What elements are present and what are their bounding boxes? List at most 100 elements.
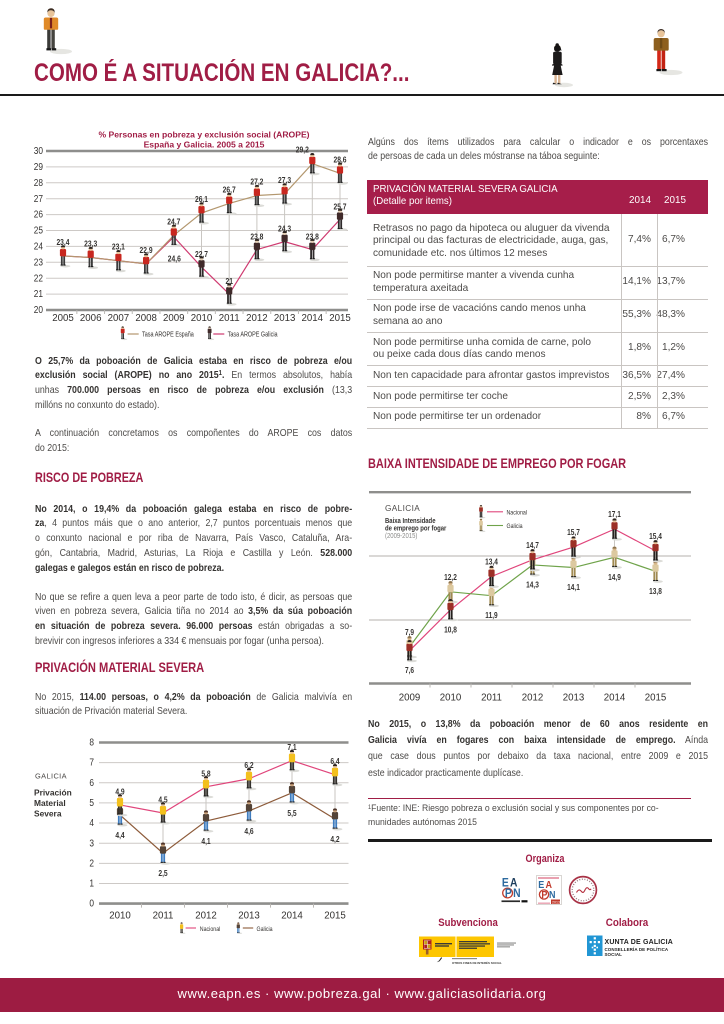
svg-text:Nacional: Nacional — [200, 926, 221, 933]
svg-text:2014: 2014 — [281, 911, 303, 922]
svg-text:29,2: 29,2 — [296, 145, 309, 155]
svg-text:GALICIA: GALICIA — [35, 771, 67, 780]
svg-text:12,2: 12,2 — [444, 572, 457, 582]
svg-text:5,5: 5,5 — [287, 808, 296, 818]
svg-text:OTROS FINES DE INTERÉS SOCIAL: OTROS FINES DE INTERÉS SOCIAL — [452, 960, 502, 965]
svg-text:4,2: 4,2 — [330, 834, 339, 844]
svg-text:3: 3 — [89, 838, 94, 849]
svg-text:GALICIA: GALICIA — [385, 504, 420, 513]
svg-text:2007: 2007 — [108, 313, 130, 324]
svg-text:Material: Material — [34, 798, 66, 808]
svg-text:24,6: 24,6 — [168, 254, 181, 264]
svg-text:27: 27 — [34, 193, 43, 204]
svg-text:2010: 2010 — [440, 693, 462, 704]
svg-text:P: P — [541, 890, 548, 902]
svg-text:6,4: 6,4 — [330, 757, 340, 767]
svg-text:Tasa AROPE Galicia: Tasa AROPE Galicia — [228, 331, 278, 339]
svg-text:20: 20 — [34, 304, 43, 315]
svg-text:6: 6 — [89, 777, 94, 788]
svg-text:13,8: 13,8 — [649, 586, 662, 596]
svg-text:N: N — [549, 890, 556, 902]
svg-text:2010: 2010 — [191, 313, 213, 324]
svg-text:Tasa AROPE España: Tasa AROPE España — [142, 331, 194, 339]
svg-text:2015: 2015 — [329, 313, 351, 324]
svg-text:4,5: 4,5 — [158, 795, 167, 805]
svg-text:2008: 2008 — [135, 313, 157, 324]
svg-text:26: 26 — [34, 209, 43, 220]
svg-text:23,1: 23,1 — [112, 242, 125, 252]
svg-text:2009: 2009 — [399, 693, 421, 704]
svg-text:21: 21 — [225, 276, 232, 286]
svg-text:2013: 2013 — [563, 693, 585, 704]
svg-text:23: 23 — [34, 257, 43, 268]
svg-text:5: 5 — [89, 797, 94, 808]
svg-text:SOCIAL: SOCIAL — [604, 952, 622, 957]
svg-text:25: 25 — [34, 225, 43, 236]
svg-text:22,9: 22,9 — [140, 245, 153, 255]
svg-text:27,3: 27,3 — [278, 175, 291, 185]
svg-text:Severa: Severa — [34, 808, 62, 818]
svg-text:2006: 2006 — [80, 313, 102, 324]
svg-text:29: 29 — [34, 161, 43, 172]
svg-text:2,5: 2,5 — [158, 869, 167, 879]
svg-text:23,8: 23,8 — [250, 232, 263, 242]
svg-text:14,1: 14,1 — [567, 582, 580, 592]
svg-text:21: 21 — [34, 289, 43, 300]
svg-text:(2009-2015): (2009-2015) — [385, 533, 417, 541]
svg-text:N: N — [513, 888, 521, 901]
svg-text:2010: 2010 — [109, 911, 131, 922]
svg-text:2013: 2013 — [238, 911, 260, 922]
svg-text:Galicia: Galicia — [507, 524, 524, 531]
svg-text:23,8: 23,8 — [306, 232, 319, 242]
svg-text:2015: 2015 — [645, 693, 667, 704]
svg-text:4: 4 — [89, 818, 94, 829]
svg-text:4,1: 4,1 — [201, 836, 210, 846]
svg-text:2011: 2011 — [481, 693, 502, 704]
svg-text:4,4: 4,4 — [115, 830, 125, 840]
svg-text:4,9: 4,9 — [115, 787, 124, 797]
svg-text:17,1: 17,1 — [608, 509, 621, 519]
svg-text:1: 1 — [89, 878, 94, 889]
svg-text:Nacional: Nacional — [507, 510, 528, 517]
svg-text:24,3: 24,3 — [278, 224, 291, 234]
svg-text:2009: 2009 — [163, 313, 185, 324]
svg-text:8: 8 — [89, 737, 94, 748]
svg-text:A: A — [545, 880, 552, 892]
svg-text:23,3: 23,3 — [84, 239, 97, 249]
svg-text:25,7: 25,7 — [333, 202, 346, 212]
svg-text:2012: 2012 — [195, 911, 217, 922]
svg-text:13,4: 13,4 — [485, 557, 499, 567]
svg-text:CONSELLERÍA DE POLÍTICA: CONSELLERÍA DE POLÍTICA — [604, 945, 668, 952]
svg-text:7: 7 — [89, 757, 94, 768]
svg-text:E: E — [502, 877, 509, 890]
svg-text:23,4: 23,4 — [56, 237, 70, 247]
svg-text:2011: 2011 — [219, 313, 240, 324]
svg-text:2014: 2014 — [604, 693, 626, 704]
svg-text:7,6: 7,6 — [405, 666, 414, 676]
svg-text:15,7: 15,7 — [567, 527, 580, 537]
svg-text:22: 22 — [34, 273, 43, 284]
svg-text:28,6: 28,6 — [333, 155, 346, 165]
svg-text:26,7: 26,7 — [223, 185, 236, 195]
svg-text:XUNTA DE GALICIA: XUNTA DE GALICIA — [604, 937, 673, 946]
svg-text:28: 28 — [34, 177, 43, 188]
svg-text:2012: 2012 — [246, 313, 268, 324]
svg-text:7,1: 7,1 — [287, 742, 296, 752]
svg-text:4,6: 4,6 — [244, 826, 253, 836]
svg-text:6,2: 6,2 — [244, 761, 253, 771]
svg-text:2013: 2013 — [274, 313, 296, 324]
svg-text:30: 30 — [34, 145, 43, 156]
svg-text:Baixa Intensidade: Baixa Intensidade — [385, 518, 436, 526]
svg-text:14,7: 14,7 — [526, 540, 539, 550]
svg-text:E: E — [538, 880, 544, 892]
svg-text:% Personas en pobreza y exclus: % Personas en pobreza y exclusión social… — [98, 130, 309, 140]
svg-text:7,9: 7,9 — [405, 627, 414, 637]
svg-text:2: 2 — [89, 858, 94, 869]
svg-text:2013: 2013 — [552, 900, 560, 904]
svg-text:2005: 2005 — [52, 313, 74, 324]
svg-text:26,1: 26,1 — [195, 194, 208, 204]
svg-text:14,9: 14,9 — [608, 572, 621, 582]
svg-text:A: A — [510, 877, 518, 890]
svg-text:2011: 2011 — [153, 911, 174, 922]
svg-text:15,4: 15,4 — [649, 531, 663, 541]
